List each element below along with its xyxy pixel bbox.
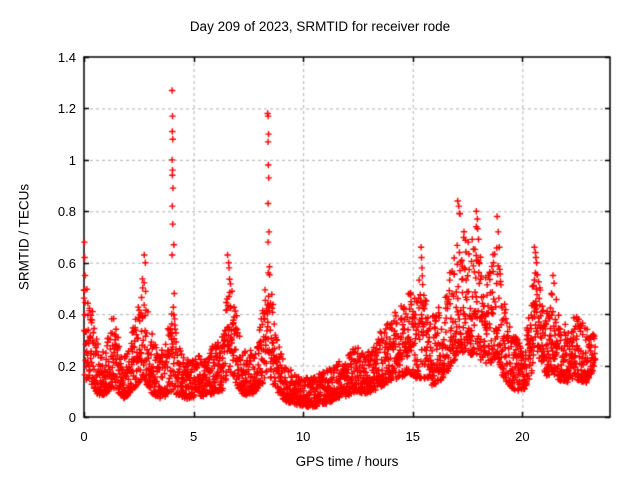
x-tick-label: 20: [515, 429, 530, 444]
x-tick-label: 15: [405, 429, 420, 444]
y-tick-label: 0.2: [57, 358, 76, 374]
y-tick-label: 0.4: [57, 307, 76, 323]
y-tick-label: 1: [68, 152, 76, 168]
y-axis-title: SRMTID / TECUs: [16, 183, 32, 291]
y-tick-label: 1.4: [57, 50, 76, 65]
y-tick-label: 0: [68, 410, 76, 425]
y-tick-label: 0.8: [57, 204, 76, 220]
y-tick-label: 0.6: [57, 255, 76, 271]
x-tick-label: 5: [189, 429, 198, 444]
x-tick-label: 0: [80, 429, 88, 444]
y-tick-label: 1.2: [57, 101, 76, 117]
x-tick-label: 10: [295, 429, 311, 444]
x-axis-title: GPS time / hours: [295, 454, 399, 469]
chart-title: Day 209 of 2023, SRMTID for receiver rod…: [189, 19, 451, 34]
